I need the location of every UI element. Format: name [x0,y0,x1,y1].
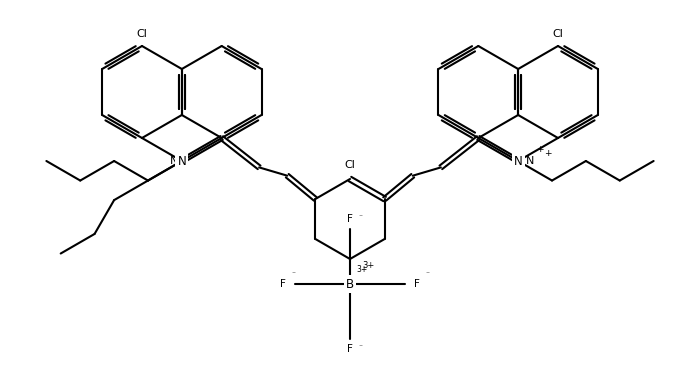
Text: ⁻: ⁻ [358,212,362,221]
Text: N: N [514,154,522,168]
Text: N: N [526,156,534,166]
Text: F: F [280,279,286,289]
Text: ⁻: ⁻ [358,342,362,351]
Text: ⁻: ⁻ [291,269,295,278]
Text: F: F [347,214,353,224]
Text: 3+: 3+ [362,261,375,270]
Text: B: B [346,278,354,291]
Text: Cl: Cl [552,29,564,39]
Text: 3+: 3+ [356,265,368,274]
Text: +: + [536,144,544,153]
Text: B: B [346,279,354,289]
Text: N: N [169,156,178,166]
Text: +: + [545,148,552,157]
Text: Cl: Cl [344,160,356,170]
Text: F: F [414,279,420,289]
Text: N: N [178,154,186,168]
Text: B: B [346,279,354,289]
Text: Cl: Cl [136,29,148,39]
Text: F: F [347,344,353,354]
Text: ⁻: ⁻ [425,269,429,278]
